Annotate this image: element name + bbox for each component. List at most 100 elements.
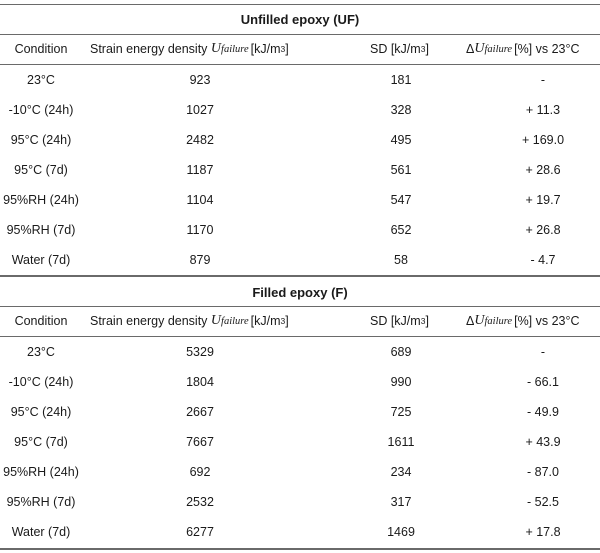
cell-sd: 547 <box>390 193 412 207</box>
section-title-filled: Filled epoxy (F) <box>252 284 348 300</box>
header-sd-exponent: 3 <box>420 316 426 326</box>
cell-delta: - 66.1 <box>527 375 559 389</box>
cell-delta: - 4.7 <box>530 253 556 267</box>
header-sed-label: Strain energy density <box>90 314 208 328</box>
cell-sed: 2482 <box>186 133 214 147</box>
cell-delta: - <box>540 73 546 87</box>
header-condition: Condition <box>14 42 68 56</box>
cell-condition: Water (7d) <box>11 525 71 539</box>
header-sed-subscript: failure <box>221 315 249 327</box>
table-row: Water (7d) 6277 1469 + 17.8 <box>0 517 600 547</box>
header-delta-var: U <box>474 41 485 56</box>
cell-sd: 990 <box>390 375 412 389</box>
cell-sd: 234 <box>390 465 412 479</box>
header-sd-label: SD [kJ/m <box>370 314 421 328</box>
table-row: -10°C (24h) 1804 990 - 66.1 <box>0 367 600 397</box>
header-delta-label: [%] vs 23°C <box>514 42 580 56</box>
cell-sd: 328 <box>390 103 412 117</box>
cell-delta: + 19.7 <box>525 193 561 207</box>
table-row: 95%RH (24h) 1104 547 + 19.7 <box>0 185 600 215</box>
table-row: 95°C (7d) 1187 561 + 28.6 <box>0 155 600 185</box>
table-row: 95%RH (24h) 692 234 - 87.0 <box>0 457 600 487</box>
cell-condition: 95%RH (7d) <box>6 223 76 237</box>
header-sd-exponent: 3 <box>420 44 426 54</box>
cell-condition: 95°C (24h) <box>10 133 72 147</box>
header-sed-subscript: failure <box>221 43 249 55</box>
cell-sd: 689 <box>390 345 412 359</box>
cell-delta: - 49.9 <box>527 405 559 419</box>
cell-delta: + 17.8 <box>525 525 561 539</box>
table-row: 23°C 923 181 - <box>0 65 600 95</box>
cell-sd: 1611 <box>387 435 415 449</box>
cell-delta: + 28.6 <box>525 163 561 177</box>
cell-sed: 1804 <box>186 375 214 389</box>
cell-condition: 95%RH (24h) <box>3 193 79 207</box>
cell-sed: 2667 <box>186 405 214 419</box>
header-rule <box>0 336 600 337</box>
cell-condition: 23°C <box>27 73 55 87</box>
cell-condition: 95°C (7d) <box>14 435 68 449</box>
header-delta-symbol: Δ <box>466 42 475 56</box>
top-rule <box>0 4 600 5</box>
table-row: 95°C (24h) 2482 495 + 169.0 <box>0 125 600 155</box>
cell-delta: + 11.3 <box>525 103 561 117</box>
cell-sed: 1187 <box>186 163 214 177</box>
header-sed-unit: [kJ/m <box>250 314 281 328</box>
cell-sd: 495 <box>390 133 412 147</box>
header-sed-symbol: U <box>210 41 222 56</box>
cell-sed: 1104 <box>186 193 214 207</box>
header-delta-var: U <box>474 313 485 328</box>
header-sed-unit-exponent: 3 <box>280 44 286 54</box>
cell-delta: - 87.0 <box>527 465 559 479</box>
table-row: 95%RH (7d) 2532 317 - 52.5 <box>0 487 600 517</box>
cell-sed: 923 <box>189 73 211 87</box>
cell-delta: + 43.9 <box>525 435 561 449</box>
table-row: Water (7d) 879 58 - 4.7 <box>0 245 600 275</box>
cell-condition: 95°C (24h) <box>10 405 72 419</box>
table-row: 23°C 5329 689 - <box>0 337 600 367</box>
cell-sed: 692 <box>189 465 211 479</box>
cell-delta: - 52.5 <box>527 495 559 509</box>
header-sd: SD [kJ/m 3] <box>370 34 430 64</box>
cell-sd: 561 <box>390 163 412 177</box>
cell-sd: 317 <box>390 495 412 509</box>
header-rule <box>0 64 600 65</box>
table-row: 95%RH (7d) 1170 652 + 26.8 <box>0 215 600 245</box>
cell-condition: -10°C (24h) <box>8 103 74 117</box>
table-row: -10°C (24h) 1027 328 + 11.3 <box>0 95 600 125</box>
cell-sed: 6277 <box>186 525 214 539</box>
cell-condition: 95°C (7d) <box>14 163 68 177</box>
section-rule <box>0 275 600 277</box>
header-delta-symbol: Δ <box>466 314 475 328</box>
header-delta-subscript: failure <box>484 43 513 55</box>
cell-sd: 181 <box>390 73 412 87</box>
cell-delta: + 169.0 <box>521 133 565 147</box>
table-row: 95°C (7d) 7667 1611 + 43.9 <box>0 427 600 457</box>
header-sed-label: Strain energy density <box>90 42 208 56</box>
cell-sed: 7667 <box>186 435 214 449</box>
cell-condition: Water (7d) <box>11 253 71 267</box>
header-delta-subscript: failure <box>484 315 513 327</box>
cell-delta: + 26.8 <box>525 223 561 237</box>
section-title-unfilled: Unfilled epoxy (UF) <box>240 11 360 27</box>
table-row: 95°C (24h) 2667 725 - 49.9 <box>0 397 600 427</box>
header-sd-close: ] <box>425 314 429 328</box>
title-rule <box>0 306 600 307</box>
cell-sed: 5329 <box>186 345 214 359</box>
cell-delta: - <box>540 345 546 359</box>
header-sed-unit-close: ] <box>285 314 289 328</box>
header-sd-close: ] <box>425 42 429 56</box>
cell-condition: 95%RH (7d) <box>6 495 76 509</box>
cell-sed: 1170 <box>186 223 214 237</box>
cell-sed: 1027 <box>186 103 214 117</box>
header-sed-symbol: U <box>210 313 222 328</box>
cell-condition: -10°C (24h) <box>8 375 74 389</box>
title-rule <box>0 34 600 35</box>
cell-sed: 879 <box>189 253 211 267</box>
cell-sed: 2532 <box>186 495 214 509</box>
